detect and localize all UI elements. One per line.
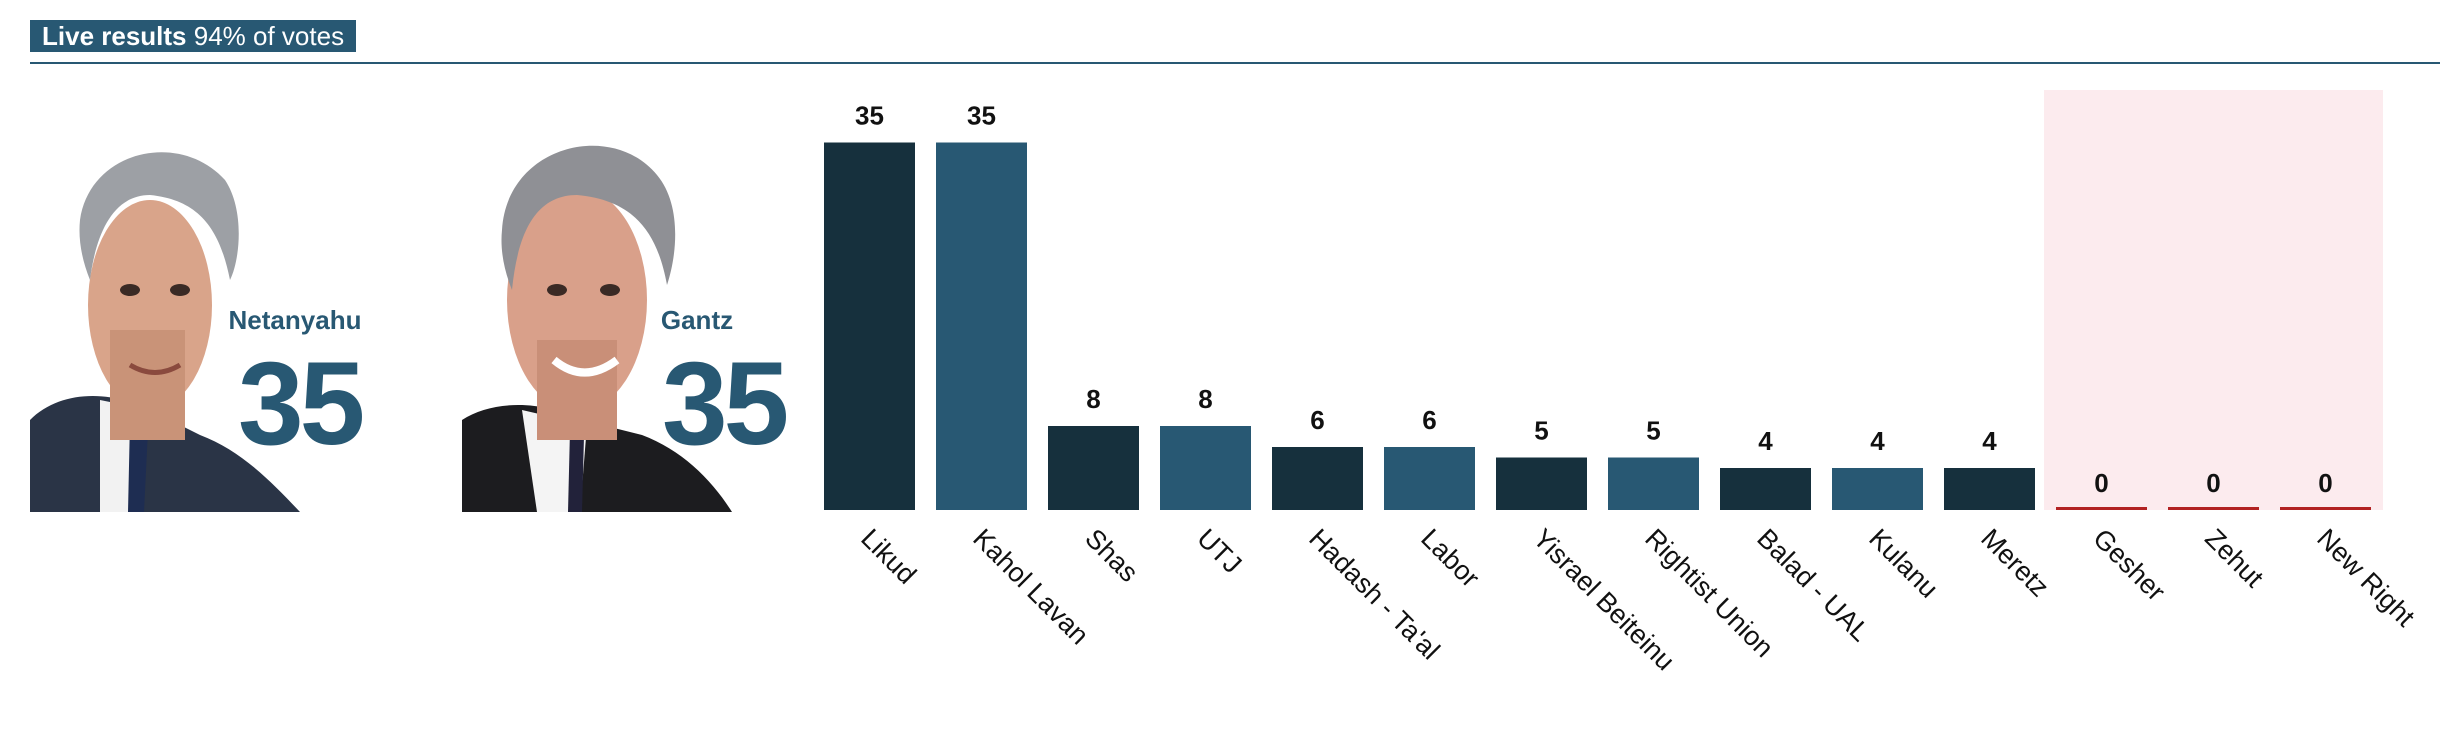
category-label: UTJ xyxy=(1191,523,1247,579)
category-label: Labor xyxy=(1415,523,1485,593)
candidate-name: Netanyahu xyxy=(228,305,362,335)
bar-value-label: 35 xyxy=(855,101,884,131)
bar-kulanu xyxy=(1832,468,1923,510)
bar-value-label: 0 xyxy=(2094,468,2108,498)
candidate-seats: 35 xyxy=(238,338,365,470)
bar-rightist-union xyxy=(1608,457,1699,510)
gantz-portrait xyxy=(462,145,732,512)
category-label: Shas xyxy=(1079,523,1144,588)
bar-gesher xyxy=(2056,507,2147,510)
netanyahu-portrait xyxy=(30,152,300,512)
bar-value-label: 35 xyxy=(967,101,996,131)
below-threshold-zone xyxy=(2044,90,2383,510)
bar-value-label: 5 xyxy=(1646,416,1660,446)
category-label: Kahol Lavan xyxy=(967,523,1094,650)
bar-shas xyxy=(1048,426,1139,510)
live-results-label: Live results xyxy=(42,21,187,51)
bar-value-label: 4 xyxy=(1982,426,1997,456)
bar-balad-ual xyxy=(1720,468,1811,510)
bar-yisrael-beiteinu xyxy=(1496,457,1587,510)
category-label: Balad - UAL xyxy=(1751,523,1875,647)
bar-likud xyxy=(824,142,915,510)
candidate-name: Gantz xyxy=(660,305,734,335)
bar-value-label: 8 xyxy=(1086,384,1100,414)
bar-value-label: 6 xyxy=(1422,405,1436,435)
header-divider xyxy=(30,62,2440,64)
bar-labor xyxy=(1384,447,1475,510)
bar-hadash-ta-al xyxy=(1272,447,1363,510)
votes-counted-label: 94% of votes xyxy=(193,21,345,51)
bar-zehut xyxy=(2168,507,2259,510)
bar-meretz xyxy=(1944,468,2035,510)
candidate-netanyahu: Netanyahu 35 xyxy=(30,90,450,512)
category-label: Gesher xyxy=(2087,523,2171,607)
bar-value-label: 5 xyxy=(1534,416,1548,446)
bar-value-label: 6 xyxy=(1310,405,1324,435)
bar-value-label: 0 xyxy=(2206,468,2220,498)
category-label: Kulanu xyxy=(1863,523,1944,604)
category-label: Zehut xyxy=(2199,523,2269,593)
candidate-seats: 35 xyxy=(662,338,789,470)
bar-value-label: 0 xyxy=(2318,468,2332,498)
category-label: New Right xyxy=(2311,523,2421,633)
category-label: Meretz xyxy=(1975,523,2055,603)
bar-utj xyxy=(1160,426,1251,510)
bar-value-label: 4 xyxy=(1758,426,1773,456)
bar-value-label: 8 xyxy=(1198,384,1212,414)
category-label: Likud xyxy=(855,523,922,590)
bar-new-right xyxy=(2280,507,2371,510)
bar-value-label: 4 xyxy=(1870,426,1885,456)
bar-kahol-lavan xyxy=(936,142,1027,510)
candidate-gantz: Gantz 35 xyxy=(462,90,882,512)
live-results-badge: Live results 94% of votes xyxy=(30,20,357,52)
